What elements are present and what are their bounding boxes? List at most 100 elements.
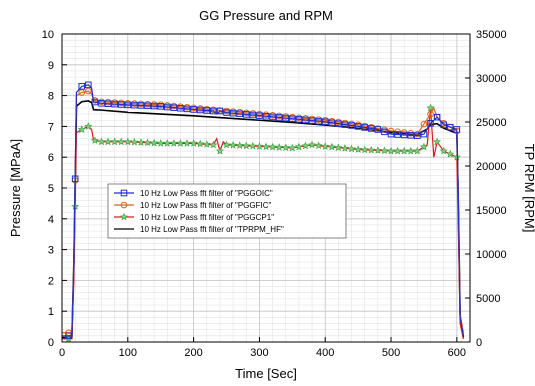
y-tick-label: 8 [48,91,54,103]
data-point [354,123,362,130]
data-point [131,101,138,109]
y2-tick-label: 0 [476,337,482,349]
y2-tick-label: 25000 [476,117,507,129]
data-point [394,131,401,138]
data-point [446,149,455,158]
data-point [387,130,395,138]
y2-axis-label: TP RPM [RPM] [522,144,535,233]
x-tick-label: 300 [250,347,268,359]
data-point [256,112,263,119]
data-point [163,139,172,147]
data-point [361,124,369,131]
y-tick-label: 10 [42,29,54,41]
data-point [413,146,422,155]
data-point [85,81,92,89]
series-layer [62,81,465,343]
x-axis-label: Time [Sec] [235,366,297,381]
data-point [110,137,119,146]
data-point [78,83,86,90]
data-point [321,142,330,150]
data-point [282,114,290,122]
data-point [262,112,270,120]
x-tick-label: 0 [59,347,65,359]
data-point [150,102,158,110]
data-point [281,143,290,152]
legend-entry: 10 Hz Low Pass fft filter of "PGGFIC" [140,201,272,210]
data-point [202,140,211,148]
data-point [144,102,151,110]
y-axis-label: Pressure [MPaA] [8,139,23,237]
data-point [120,189,128,197]
data-point [196,139,205,148]
data-point [242,141,251,150]
data-point [328,119,336,127]
y2-tick-label: 15000 [476,205,507,217]
data-point [117,137,126,146]
data-point [209,140,218,149]
data-point [420,130,428,138]
data-point [446,123,454,131]
data-point [393,146,402,155]
data-point [367,125,375,132]
data-point [190,106,197,113]
x-tick-label: 500 [382,347,400,359]
legend-entry: 10 Hz Low Pass fft filter of "PGGCP1" [140,213,274,222]
data-point [341,121,349,128]
data-point [381,128,388,136]
data-point [85,87,92,95]
data-point [427,110,434,118]
data-point [84,122,93,130]
y-tick-label: 4 [48,214,54,226]
data-point [440,121,447,129]
y-tick-label: 9 [48,60,54,72]
data-point [367,145,376,154]
data-point [400,146,409,155]
data-point [229,141,238,149]
data-point [157,103,165,110]
legend: 10 Hz Low Pass fft filter of "PGGOIC" 10 … [107,183,347,239]
data-point [302,116,309,124]
x-tick-label: 600 [448,347,466,359]
x-tick-label: 400 [316,347,334,359]
data-point [288,143,297,152]
y2-tick-label: 20000 [476,161,507,173]
data-point [222,140,231,149]
y2-tick-label: 35000 [476,29,507,41]
data-point [210,107,217,115]
data-point [439,146,448,155]
data-point [120,212,128,221]
series-line [62,84,465,337]
y-tick-label: 7 [48,121,54,133]
data-point [170,104,178,111]
y-tick-label: 3 [48,245,54,257]
data-point [407,131,415,139]
data-point [90,136,99,144]
data-point [124,101,132,109]
data-point [235,141,244,149]
data-point [97,137,106,146]
x-tick-label: 100 [119,347,137,359]
data-point [215,146,224,155]
data-point [143,138,152,147]
data-point [314,141,323,150]
data-point [269,113,276,121]
legend-entry: 10 Hz Low Pass fft filter of "PGGOIC" [140,189,273,198]
data-point [321,118,329,126]
data-point [406,146,415,155]
data-point [414,132,421,139]
data-point [373,146,382,154]
data-point [183,139,192,147]
data-point [433,113,441,121]
data-point [334,143,343,152]
data-point [380,146,389,155]
y-tick-label: 1 [48,306,54,318]
y-tick-label: 6 [48,152,54,164]
y2-tick-label: 30000 [476,73,507,85]
ticks-layer: 0 100 200 300 400 500 600012345678910050001000… [42,29,507,359]
data-point [104,100,112,107]
data-point [120,201,128,209]
data-point [340,144,349,152]
data-point [294,142,303,151]
data-point [360,145,369,154]
